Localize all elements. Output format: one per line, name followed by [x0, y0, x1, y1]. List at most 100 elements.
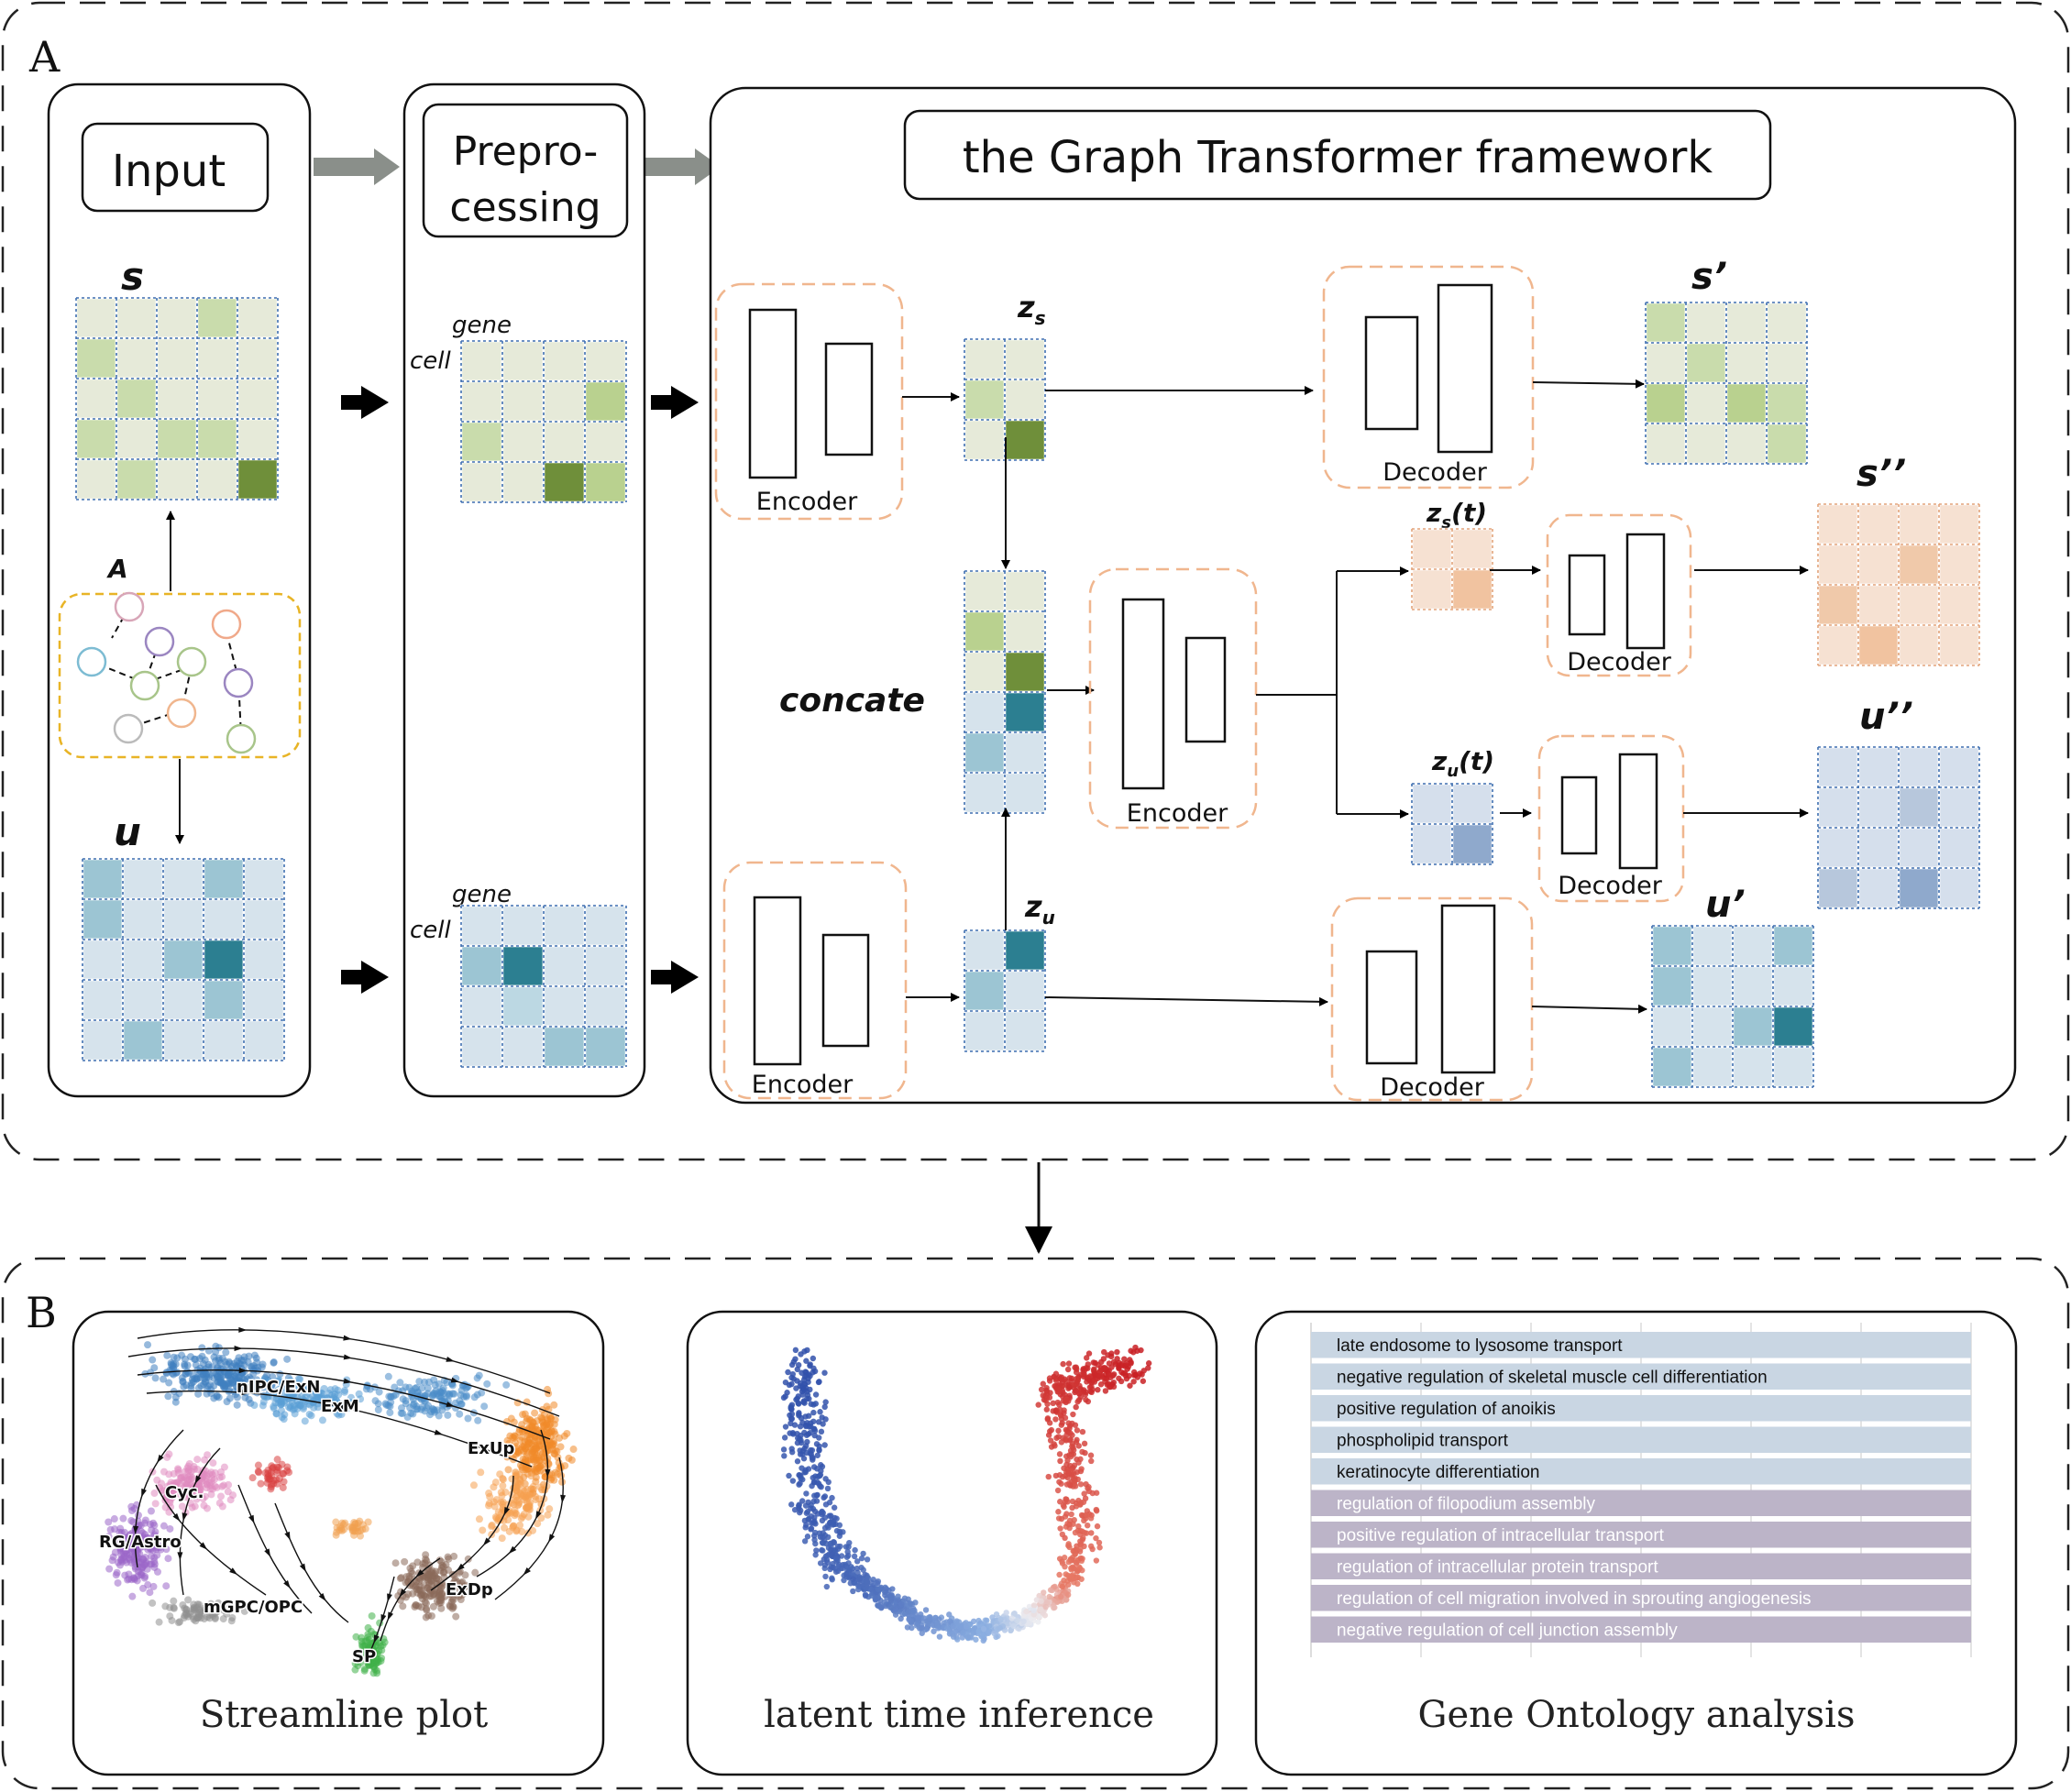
arrow-s-to-prep: [341, 386, 389, 419]
matrix-cell: [963, 610, 1007, 654]
matrix-cell: [1644, 341, 1688, 385]
matrix-cell: [236, 336, 280, 380]
matrix-cell: [161, 857, 205, 901]
matrix-cell: [1003, 418, 1047, 462]
matrix-cell: [1856, 583, 1900, 627]
matrix-cell: [236, 417, 280, 461]
arrow-input-to-prep: [314, 148, 400, 185]
prep-u-cell-label: cell: [410, 917, 452, 944]
matrix-cell: [501, 379, 545, 423]
go-term-label: negative regulation of cell junction ass…: [1337, 1622, 1678, 1641]
go-bar: [1311, 1616, 1971, 1643]
matrix-cell: [542, 420, 587, 464]
matrix-cell: [74, 457, 118, 501]
streamline-plot: nIPC/ExN ExM ExUp Cyc. RG/Astro mGPC/OPC…: [98, 1326, 578, 1677]
cluster-label: ExDp: [446, 1580, 493, 1600]
decoder-s-prime-box: [1322, 265, 1535, 489]
matrix-cell: [1691, 924, 1735, 968]
matrix-cell: [1650, 924, 1694, 968]
go-bar: [1311, 1395, 1971, 1422]
preprocessing-title-line2: cessing: [449, 184, 600, 231]
matrix-cell: [1765, 301, 1809, 345]
go-term-label: regulation of intracellular protein tran…: [1337, 1558, 1658, 1578]
matrix-cell: [236, 296, 280, 340]
matrix-cell: [81, 938, 125, 982]
matrix-cell: [1410, 782, 1454, 826]
matrix-cell: [459, 944, 504, 988]
matrix-cell: [542, 339, 587, 383]
matrix-cell: [1450, 822, 1494, 866]
concatenated-latent-matrix: [963, 569, 1047, 815]
matrix-cell: [1003, 650, 1047, 694]
matrix-cell: [1816, 502, 1860, 546]
graph-node: [114, 591, 145, 622]
go-bar: [1311, 1332, 1971, 1358]
go-term-label: negative regulation of skeletal muscle c…: [1337, 1369, 1768, 1388]
matrix-cell: [1897, 786, 1941, 830]
panel-b-label: B: [26, 1288, 57, 1337]
matrix-cell: [1816, 745, 1860, 789]
decoder-u-dprime-label: Decoder: [1558, 872, 1663, 900]
matrix-cell: [1897, 866, 1941, 910]
decoder-u-dprime-box: [1537, 734, 1685, 903]
matrix-cell: [195, 377, 239, 421]
matrix-cell: [115, 457, 159, 501]
matrix-cell: [121, 978, 165, 1022]
matrix-cell: [583, 904, 628, 948]
matrix-cell: [1816, 826, 1860, 870]
matrix-cell: [459, 460, 504, 504]
matrix-cell: [1856, 623, 1900, 667]
matrix-cell: [1856, 745, 1900, 789]
graph-node: [226, 723, 257, 754]
matrix-cell: [1644, 381, 1688, 425]
go-term-label: positive regulation of anoikis: [1337, 1400, 1556, 1419]
matrix-cell: [1450, 527, 1494, 571]
matrix-cell: [1937, 502, 1981, 546]
encoder-s-label: Encoder: [756, 488, 858, 516]
latent-zu-t-matrix: [1410, 782, 1494, 866]
matrix-cell: [963, 650, 1007, 694]
framework-title: the Graph Transformer framework: [963, 132, 1713, 183]
matrix-cell: [1731, 964, 1775, 1008]
graph-node: [166, 698, 197, 729]
matrix-cell: [501, 984, 545, 1028]
go-bar: [1311, 1553, 1971, 1579]
graph-node: [113, 713, 144, 744]
matrix-cell: [1816, 583, 1860, 627]
matrix-cell: [242, 978, 286, 1022]
input-title-box: [81, 122, 270, 213]
matrix-cell: [1771, 1005, 1815, 1049]
latent-time-panel: [686, 1310, 1218, 1776]
matrix-cell: [1816, 866, 1860, 910]
matrix-cell: [195, 457, 239, 501]
matrix-cell: [1724, 422, 1768, 466]
matrix-cell: [161, 897, 205, 941]
matrix-cell: [542, 944, 587, 988]
matrix-cell: [1771, 964, 1815, 1008]
graph-node: [76, 646, 107, 677]
matrix-cell: [963, 337, 1007, 381]
matrix-cell: [963, 690, 1007, 734]
preprocessing-column: [402, 82, 646, 1098]
cluster-label: ExM: [321, 1397, 359, 1416]
matrix-cell: [459, 379, 504, 423]
matrix-cell: [459, 339, 504, 383]
matrix-cell: [161, 1018, 205, 1062]
matrix-cell: [1765, 381, 1809, 425]
matrix-u: [81, 857, 286, 1062]
matrix-cell: [963, 378, 1007, 422]
matrix-s-label: s: [121, 254, 144, 299]
output-s-double-prime-matrix: [1816, 502, 1981, 667]
matrix-cell: [1731, 1045, 1775, 1089]
matrix-cell: [1684, 422, 1728, 466]
matrix-s: [74, 296, 280, 501]
matrix-cell: [542, 904, 587, 948]
matrix-cell: [459, 904, 504, 948]
matrix-cell: [1816, 623, 1860, 667]
matrix-cell: [115, 296, 159, 340]
matrix-cell: [74, 417, 118, 461]
matrix-cell: [121, 1018, 165, 1062]
prep-matrix-s: [459, 339, 628, 504]
matrix-cell: [963, 418, 1007, 462]
